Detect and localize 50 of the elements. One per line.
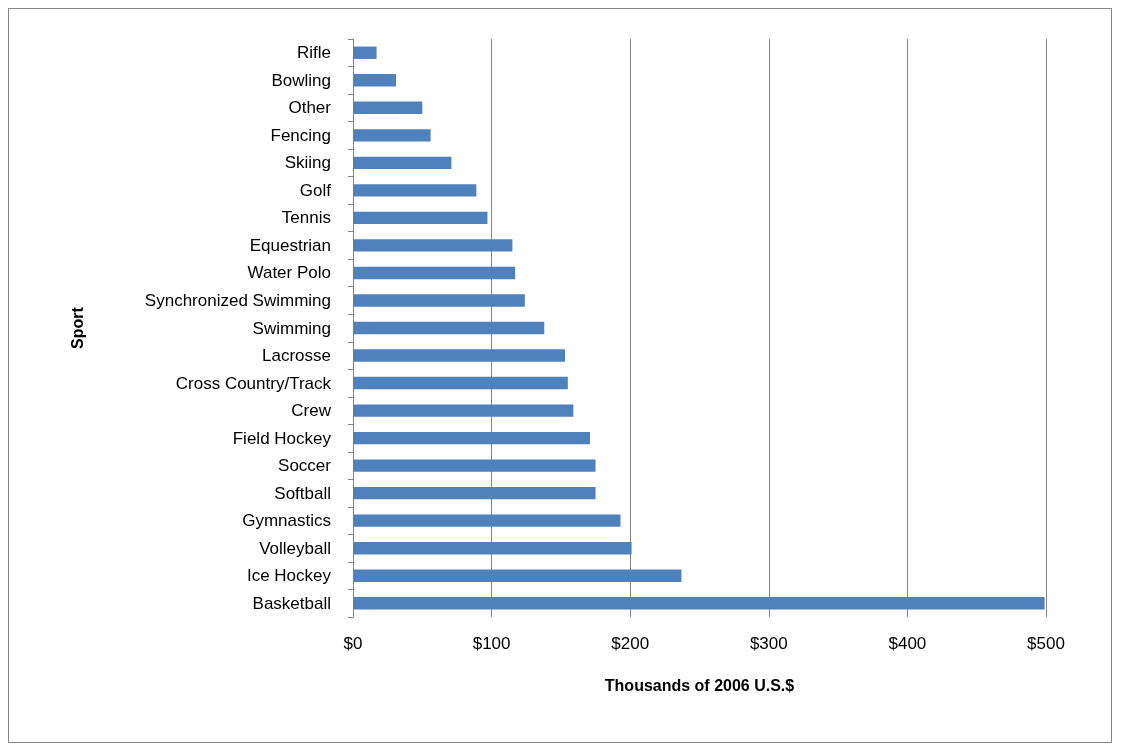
bar — [353, 266, 516, 280]
bar — [353, 459, 596, 472]
y-tick-label: Swimming — [252, 318, 331, 338]
y-tick-label: Synchronized Swimming — [144, 290, 331, 310]
y-tick-label: Equestrian — [249, 235, 331, 255]
bar — [353, 74, 396, 87]
bar — [353, 321, 545, 335]
bar — [353, 376, 568, 390]
bar — [353, 597, 1045, 610]
y-tick-label: Volleyball — [259, 538, 331, 558]
y-tick-label: Water Polo — [247, 263, 331, 283]
y-tick-label: Softball — [274, 483, 331, 503]
bar — [353, 514, 621, 527]
y-tick-label: Crew — [291, 401, 332, 421]
y-tick-label: Soccer — [278, 456, 332, 476]
bar — [353, 184, 477, 197]
y-tick-label: Lacrosse — [262, 346, 331, 366]
x-tick-label: $300 — [749, 634, 788, 653]
bar — [353, 129, 431, 142]
y-tick-label: Golf — [299, 180, 332, 200]
x-axis-title: Thousands of 2006 U.S.$ — [604, 676, 795, 694]
y-tick-label: Basketball — [252, 593, 331, 613]
bar — [353, 211, 488, 225]
x-tick-label: $400 — [888, 634, 927, 653]
bar — [353, 239, 513, 252]
bar — [353, 156, 452, 170]
y-tick-label: Skiing — [284, 153, 331, 173]
x-tick-label: $500 — [1027, 634, 1065, 653]
y-axis-title: Sport — [68, 306, 86, 349]
bar — [353, 569, 682, 582]
x-tick-label: $100 — [472, 634, 511, 653]
y-tick-label: Ice Hockey — [246, 566, 332, 586]
y-tick-label: Gymnastics — [242, 511, 331, 531]
y-tick-label: Tennis — [281, 208, 331, 228]
bar — [353, 101, 423, 114]
y-tick-label: Field Hockey — [232, 428, 332, 448]
bar — [353, 542, 632, 555]
x-tick-label: $200 — [611, 634, 650, 653]
y-tick-label: Fencing — [270, 125, 331, 145]
y-tick-label: Bowling — [271, 70, 331, 90]
y-tick-label: Rifle — [296, 43, 331, 63]
bar — [353, 431, 591, 445]
bar — [353, 294, 525, 307]
x-tick-label: $0 — [343, 634, 363, 653]
bar — [353, 46, 377, 59]
bar — [353, 349, 566, 362]
bar — [353, 404, 574, 417]
y-tick-label: Cross Country/Track — [175, 373, 332, 393]
bar — [353, 486, 596, 500]
y-tick-label: Other — [288, 98, 332, 118]
